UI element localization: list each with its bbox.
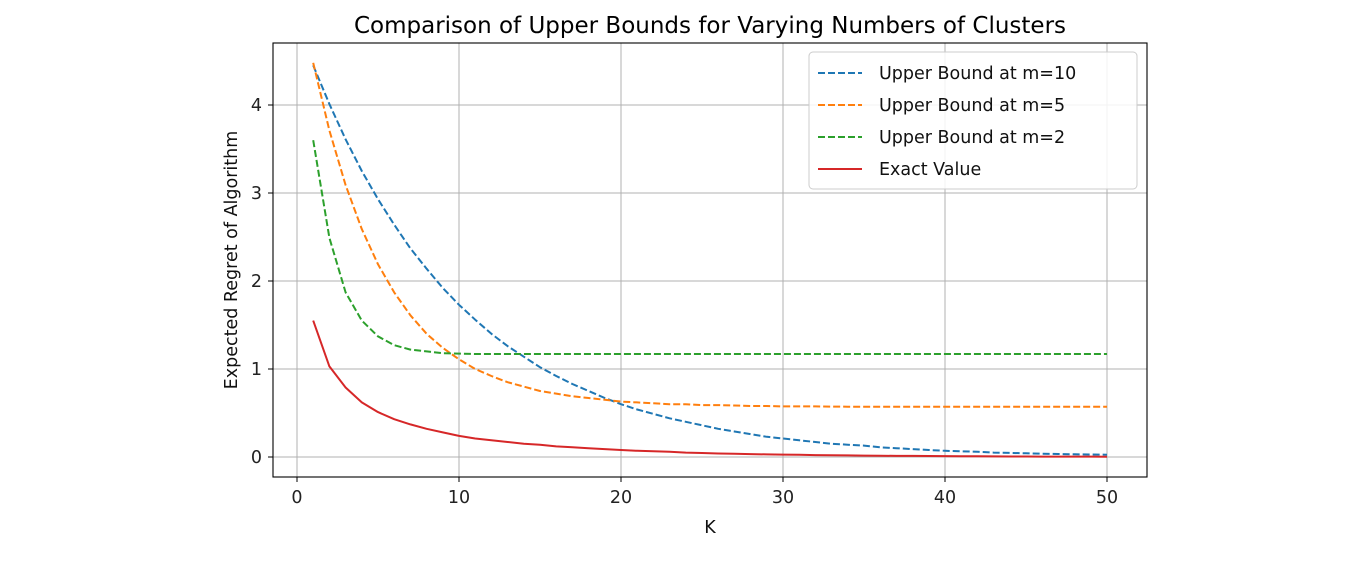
axes-frame — [272, 42, 1148, 478]
x-tick-label: 10 — [448, 488, 470, 508]
legend-label: Upper Bound at m=5 — [879, 96, 1065, 116]
x-axis-ticks: 0 10 20 30 40 50 — [291, 477, 1118, 508]
chart-title: Comparison of Upper Bounds for Varying N… — [354, 13, 1066, 39]
y-tick-label: 0 — [251, 448, 262, 468]
y-tick-label: 2 — [251, 272, 262, 292]
x-tick-label: 0 — [291, 488, 302, 508]
series-line-1 — [312, 65, 1108, 456]
x-tick-label: 30 — [772, 488, 794, 508]
legend-label: Upper Bound at m=10 — [879, 64, 1076, 84]
x-tick-label: 50 — [1096, 488, 1118, 508]
x-tick-label: 20 — [610, 488, 632, 508]
x-axis-label: K — [704, 518, 716, 538]
legend-label: Upper Bound at m=2 — [879, 128, 1065, 148]
y-tick-label: 3 — [251, 184, 262, 204]
series-line-2 — [312, 62, 1107, 408]
legend: Upper Bound at m=10 Upper Bound at m=5 Upp… — [808, 51, 1138, 190]
x-tick-label: 40 — [934, 488, 956, 508]
y-tick-label: 1 — [251, 360, 262, 380]
plot-area — [312, 62, 1108, 458]
series-line-3 — [312, 140, 1107, 355]
y-tick-label: 4 — [251, 96, 262, 116]
legend-box — [808, 51, 1138, 190]
series-line-4 — [312, 320, 1108, 458]
y-axis-ticks: 0 1 2 3 4 — [251, 96, 273, 468]
y-axis-label: Expected Regret of Algorithm — [222, 131, 242, 390]
legend-label: Exact Value — [879, 160, 981, 180]
